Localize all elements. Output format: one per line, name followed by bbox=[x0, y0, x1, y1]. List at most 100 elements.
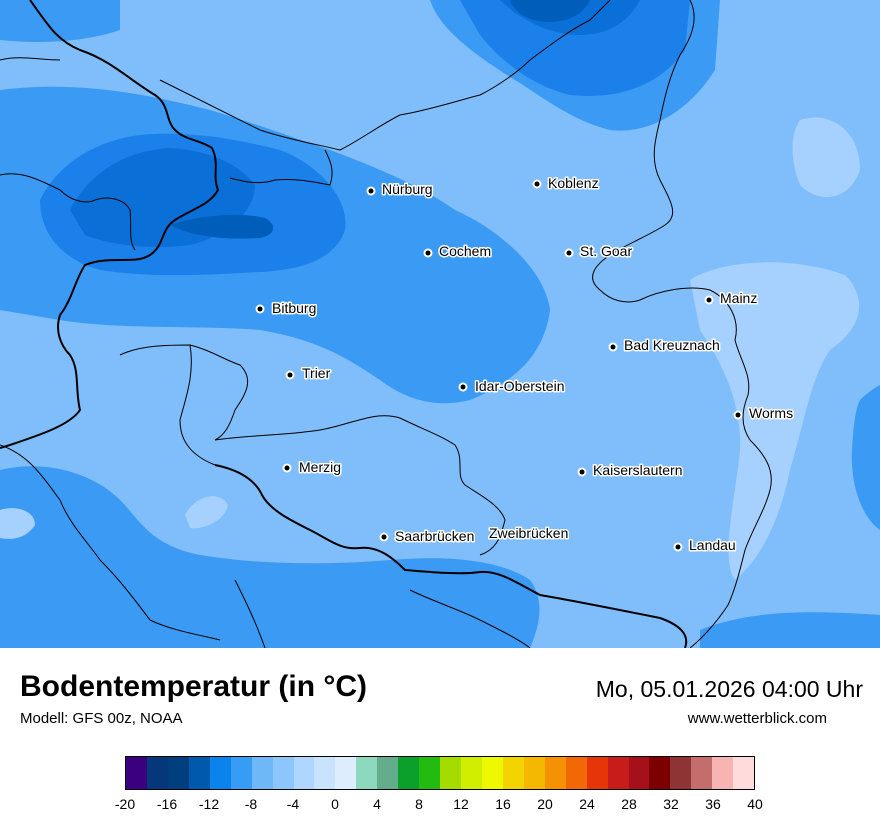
city-dot bbox=[610, 344, 616, 350]
legend-swatch bbox=[481, 757, 503, 789]
legend-tick-label: 20 bbox=[537, 796, 553, 812]
legend-tick-label: 16 bbox=[495, 796, 511, 812]
legend-swatch bbox=[188, 757, 210, 789]
city-label: Kaiserslautern bbox=[593, 462, 683, 478]
legend-tick-label: -8 bbox=[244, 796, 258, 812]
county-border-northwest bbox=[0, 149, 333, 251]
city-label: Koblenz bbox=[548, 175, 599, 191]
mid-temperature-region-south bbox=[0, 466, 540, 648]
legend-swatch bbox=[565, 757, 587, 789]
city-dot bbox=[257, 306, 263, 312]
county-border-center bbox=[214, 415, 506, 556]
city-label: Zweibrücken bbox=[489, 525, 568, 541]
city-dot bbox=[579, 469, 585, 475]
legend-swatch bbox=[126, 757, 147, 789]
legend-swatch bbox=[461, 757, 482, 789]
legend-swatch bbox=[607, 757, 629, 789]
small-light-patch-southwest bbox=[0, 508, 35, 539]
small-light-patch-south bbox=[185, 496, 228, 529]
legend-swatch bbox=[712, 757, 734, 789]
legend-swatch bbox=[670, 757, 692, 789]
city-label: Landau bbox=[689, 537, 736, 553]
legend-tick-label: 8 bbox=[415, 796, 423, 812]
legend-swatch bbox=[502, 757, 524, 789]
county-border-west bbox=[119, 344, 249, 466]
legend-swatch bbox=[314, 757, 336, 789]
legend-swatch bbox=[440, 757, 461, 789]
small-light-patch-center bbox=[495, 150, 522, 168]
legend-tick-label: 36 bbox=[705, 796, 721, 812]
city-label: Nürburg bbox=[382, 181, 433, 197]
darkest-temperature-region-top bbox=[510, 0, 590, 22]
city-label: Bitburg bbox=[272, 300, 316, 316]
state-border-east bbox=[592, 0, 772, 648]
city-label: Saarbrücken bbox=[395, 528, 474, 544]
city-dot bbox=[284, 465, 290, 471]
legend-tick-label: 24 bbox=[579, 796, 595, 812]
legend-swatch bbox=[209, 757, 231, 789]
website-link[interactable]: www.wetterblick.com bbox=[687, 710, 827, 727]
legend-swatch bbox=[544, 757, 566, 789]
city-label: Idar-Oberstein bbox=[475, 378, 564, 394]
legend-tick-label: 0 bbox=[331, 796, 339, 812]
legend-swatch bbox=[523, 757, 545, 789]
city-label: Worms bbox=[749, 405, 793, 421]
city-dot bbox=[381, 534, 387, 540]
legend-tick-label: -12 bbox=[198, 796, 220, 812]
city-label: Merzig bbox=[299, 459, 341, 475]
dark-temperature-region-top bbox=[460, 0, 690, 96]
legend-swatch bbox=[377, 757, 399, 789]
city-dot bbox=[735, 412, 741, 418]
legend-tick-label: 32 bbox=[663, 796, 679, 812]
legend-swatch bbox=[649, 757, 671, 789]
legend-swatch bbox=[167, 757, 189, 789]
legend-tick-label: 4 bbox=[373, 796, 381, 812]
mid-temperature-region-top-left bbox=[0, 0, 120, 42]
legend-swatch bbox=[230, 757, 252, 789]
legend-tick-label: -16 bbox=[156, 796, 178, 812]
color-scale-legend bbox=[125, 756, 755, 790]
legend-swatch bbox=[293, 757, 315, 789]
color-scale-ticks: -20 -16 -12 -8 -4 0 4 8 12 16 20 24 28 32 36 40 bbox=[115, 796, 763, 816]
legend-swatch bbox=[419, 757, 441, 789]
legend-swatch bbox=[733, 757, 755, 789]
legend-swatch bbox=[398, 757, 420, 789]
temperature-map: Nürburg Koblenz Cochem St. Goar Mainz Bitburg… bbox=[0, 0, 880, 648]
county-border-south bbox=[0, 444, 531, 648]
city-dot bbox=[675, 544, 681, 550]
city-dot bbox=[368, 188, 374, 194]
national-border-east-saar bbox=[214, 464, 688, 648]
legend-swatch bbox=[628, 757, 650, 789]
city-dot bbox=[287, 372, 293, 378]
legend-tick-label: -20 bbox=[114, 796, 136, 812]
city-dot bbox=[460, 384, 466, 390]
legend-tick-label: -4 bbox=[286, 796, 300, 812]
city-label: St. Goar bbox=[580, 243, 632, 259]
state-border-north bbox=[0, 0, 611, 151]
city-label: Bad Kreuznach bbox=[624, 337, 720, 353]
city-label: Mainz bbox=[720, 290, 757, 306]
legend-swatch bbox=[251, 757, 273, 789]
legend-swatch bbox=[691, 757, 713, 789]
city-dot bbox=[706, 297, 712, 303]
city-dot bbox=[534, 181, 540, 187]
darkest-temperature-region-west bbox=[170, 214, 274, 239]
mid-temperature-region-east bbox=[851, 385, 880, 530]
legend-swatch bbox=[146, 757, 168, 789]
legend-tick-label: 40 bbox=[747, 796, 763, 812]
national-border bbox=[0, 0, 219, 449]
forecast-date: Mo, 05.01.2026 04:00 Uhr bbox=[595, 676, 863, 702]
map-title: Bodentemperatur (in °C) bbox=[20, 670, 368, 703]
city-dot bbox=[566, 250, 572, 256]
light-temperature-region-east bbox=[690, 262, 860, 580]
city-label: Trier bbox=[302, 365, 331, 381]
city-dot bbox=[425, 250, 431, 256]
city-markers: Nürburg Koblenz Cochem St. Goar Mainz Bitburg… bbox=[255, 174, 795, 555]
legend-tick-label: 12 bbox=[453, 796, 469, 812]
legend-swatch bbox=[272, 757, 294, 789]
model-label: Modell: GFS 00z, NOAA bbox=[20, 710, 183, 727]
mid-temperature-region-southeast bbox=[700, 612, 880, 648]
map-footer: Bodentemperatur (in °C) Modell: GFS 00z,… bbox=[0, 648, 880, 830]
legend-swatch bbox=[586, 757, 608, 789]
light-temperature-region-northeast bbox=[792, 117, 860, 197]
